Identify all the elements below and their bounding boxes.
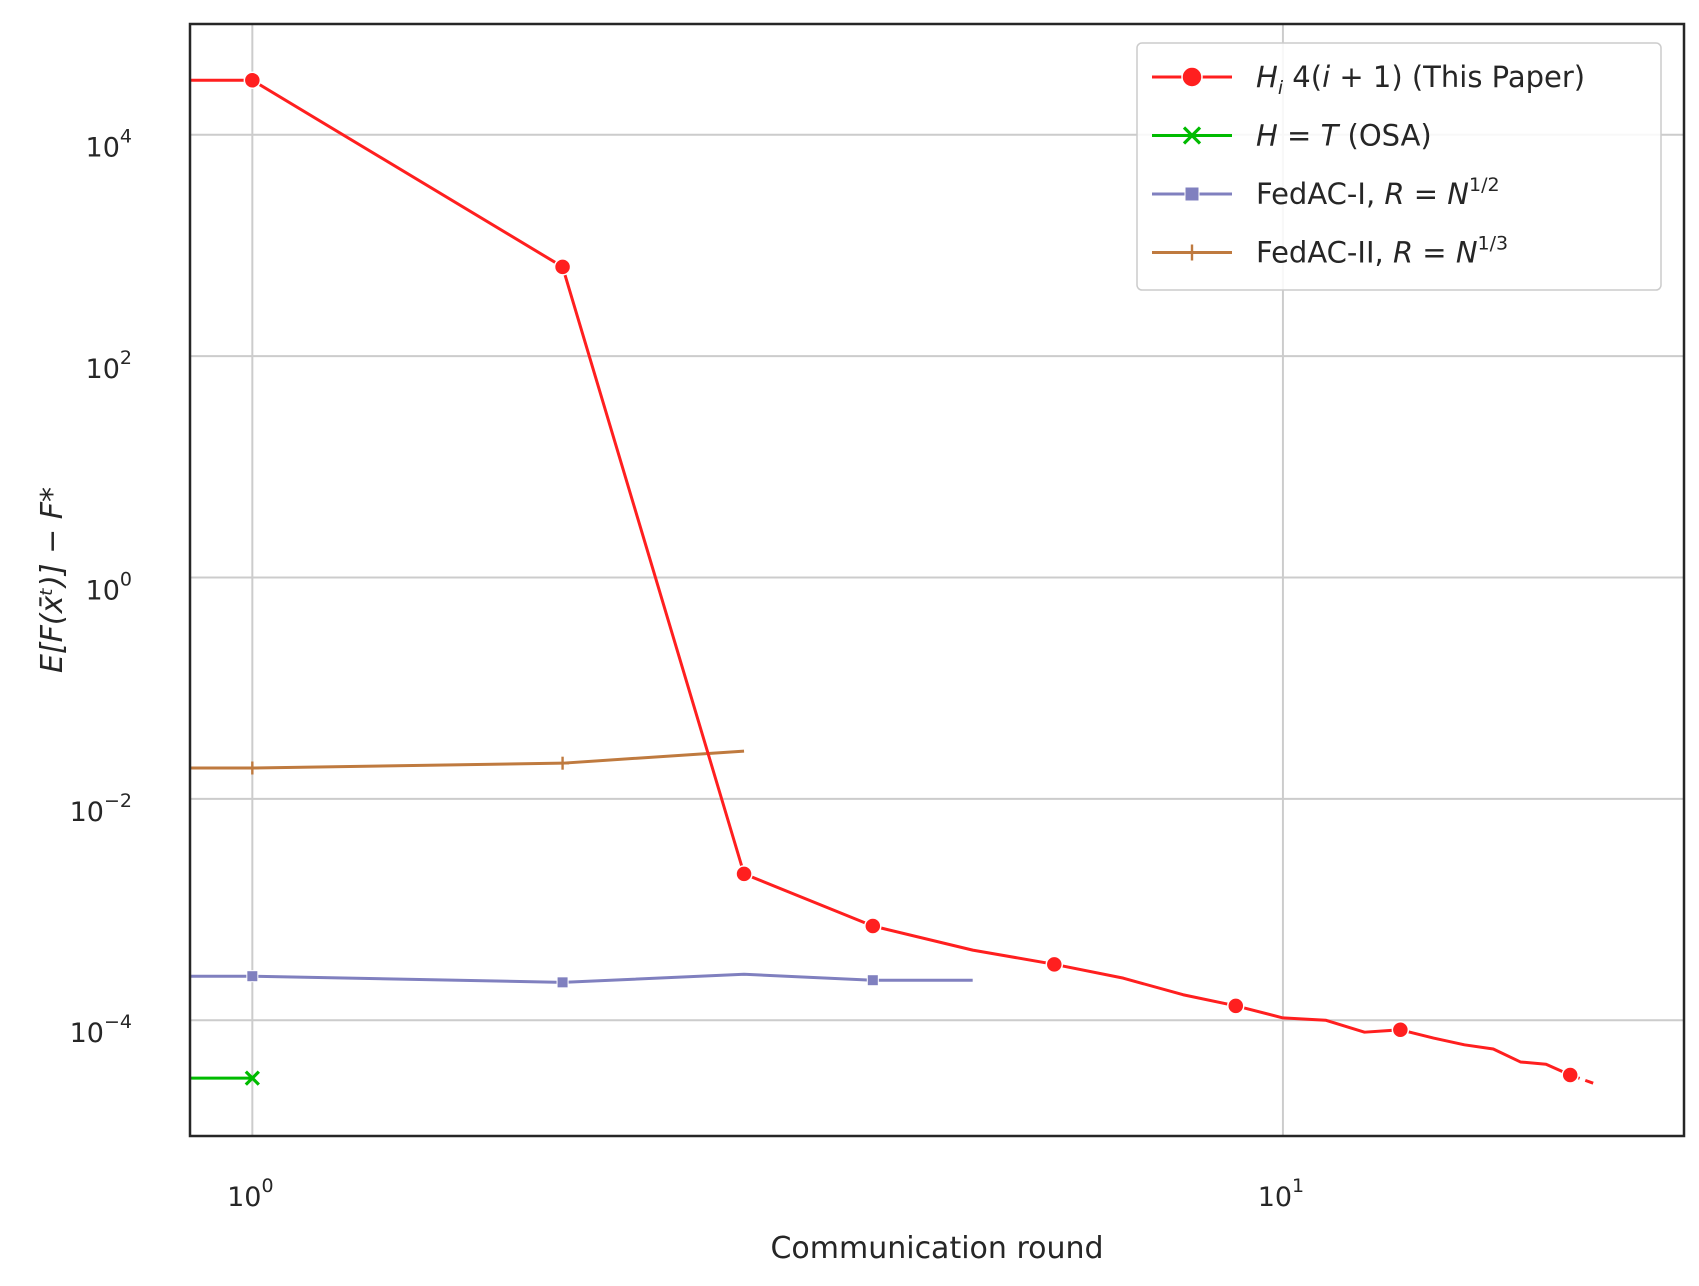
series-layer [190, 71, 1594, 1086]
data-point [556, 756, 570, 770]
legend-marker [1184, 244, 1200, 261]
legend-label: FedAC-I, R = N1/2 [1256, 174, 1500, 211]
x-tick-label: 100 [227, 1175, 273, 1213]
legend-box [1136, 42, 1662, 291]
y-tick-label: 10−4 [70, 1011, 132, 1049]
series-line [190, 78, 1571, 1077]
data-point [244, 1070, 260, 1086]
data-point [735, 865, 753, 883]
plot-frame [188, 22, 1686, 1138]
legend-marker [1184, 186, 1200, 202]
x-axis-label: Communication round [770, 1231, 1103, 1266]
legend-item: FedAC-I, R = N1/2 [1152, 174, 1500, 211]
data-point [1391, 1021, 1410, 1039]
data-point [553, 258, 572, 276]
data-point [866, 974, 879, 987]
legend-item: H = T (OSA) [1152, 119, 1432, 153]
marker-stroke [244, 1070, 260, 1086]
series-line [190, 972, 973, 984]
series-3 [190, 749, 745, 775]
series-line [190, 749, 745, 770]
marker-stroke [1182, 126, 1202, 145]
legend-marker [1182, 126, 1202, 145]
legend-label: FedAC-II, R = N1/3 [1256, 233, 1508, 270]
legend-item: Hi 4(i + 1) (This Paper) [1152, 60, 1585, 99]
series-0 [190, 71, 1594, 1085]
legend-label: Hi 4(i + 1) (This Paper) [1256, 60, 1585, 99]
grid-lines [190, 24, 1684, 1136]
y-tick-label: 104 [86, 126, 132, 164]
legend-label: H = T (OSA) [1256, 119, 1432, 153]
y-axis-label: E[F(x̄ᵗ)] − F* [35, 487, 70, 673]
y-tick-label: 100 [86, 568, 132, 606]
series-2 [190, 970, 973, 989]
legend-item: FedAC-II, R = N1/3 [1152, 233, 1508, 270]
data-point [1045, 955, 1064, 974]
data-point [1227, 997, 1245, 1015]
y-tick-label: 10−2 [70, 790, 132, 828]
x-tick-label: 101 [1258, 1175, 1304, 1213]
legend: Hi 4(i + 1) (This Paper) H = T (OSA) FedAC… [1136, 42, 1662, 291]
data-point [864, 917, 882, 935]
y-tick-label: 102 [86, 347, 132, 385]
series-1 [190, 1070, 260, 1086]
data-point [246, 970, 259, 983]
legend-marker [1181, 66, 1203, 88]
data-point [245, 761, 259, 775]
data-point [243, 71, 262, 90]
data-point [556, 976, 569, 989]
data-point [1561, 1066, 1579, 1084]
tick-labels: 100 101 104 102 100 10−2 10−4 [70, 126, 1305, 1213]
